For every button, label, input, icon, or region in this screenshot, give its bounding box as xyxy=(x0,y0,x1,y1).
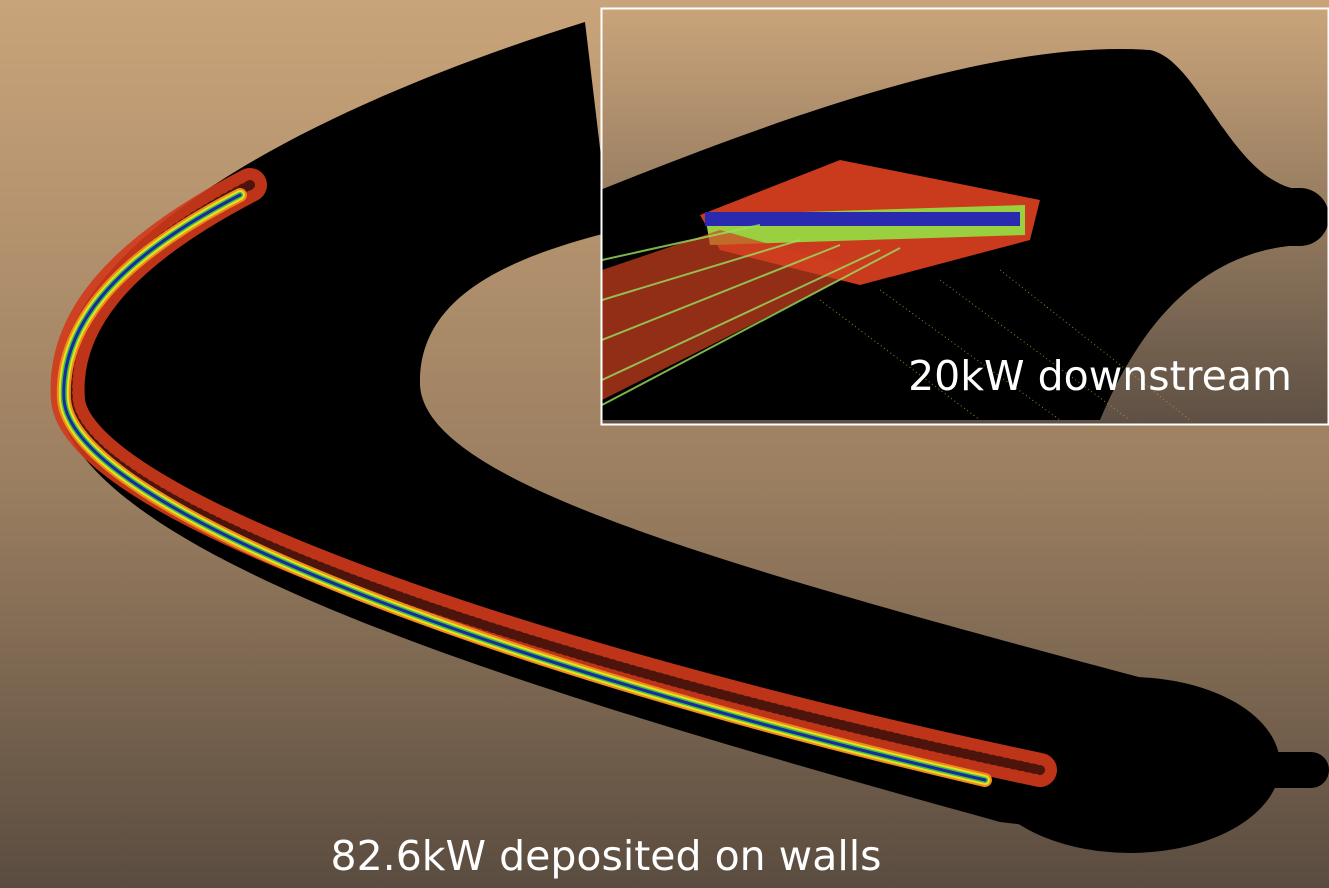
scene: 20kW downstream 82.6kW deposited on wall… xyxy=(0,0,1329,888)
inset-label: 20kW downstream xyxy=(908,352,1292,400)
page: {"annotations": {"main_label": "82.6kW d… xyxy=(0,0,1329,888)
main-label: 82.6kW deposited on walls xyxy=(331,832,882,880)
inset: 20kW downstream xyxy=(600,9,1329,425)
